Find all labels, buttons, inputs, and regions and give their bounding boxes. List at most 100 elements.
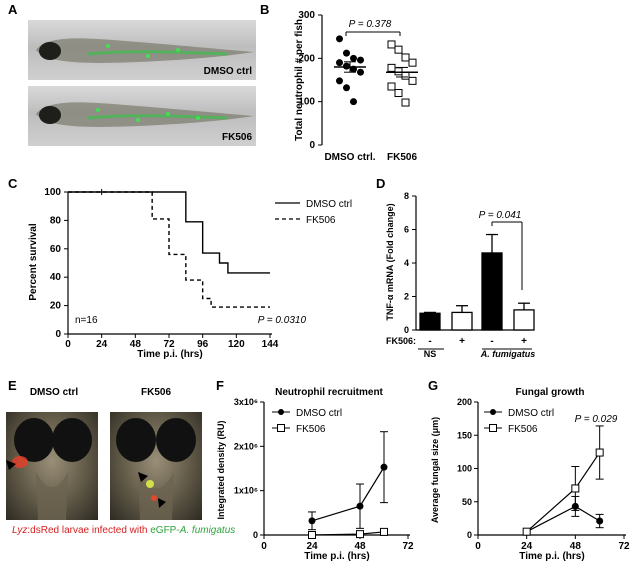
- f-point: [380, 527, 388, 536]
- d-sign-label: +: [459, 336, 465, 347]
- b-point: [387, 82, 396, 91]
- c-legend-dmso: DMSO ctrl: [306, 199, 352, 210]
- c-series-dmso: [68, 191, 270, 274]
- b-point: [357, 68, 364, 76]
- e-label-dmso: DMSO ctrl: [29, 387, 79, 398]
- b-point: [343, 84, 350, 92]
- f-ytick-label: 2x10⁶: [234, 441, 258, 451]
- panel-letter-f: F: [216, 378, 224, 393]
- d-bar: [513, 309, 535, 331]
- f-legend-dmso: DMSO ctrl: [296, 408, 342, 419]
- d-ytick-label: 0: [404, 325, 409, 335]
- b-point: [401, 98, 410, 107]
- label-dmso: DMSO ctrl: [203, 66, 252, 77]
- f-point: [380, 463, 388, 471]
- c-ytick-label: 80: [50, 215, 62, 226]
- f-legend-marker-dmso: [278, 409, 284, 415]
- d-sign-label: -: [428, 336, 431, 347]
- d-ytick-label: 4: [404, 258, 409, 268]
- c-n: n=16: [75, 315, 98, 326]
- g-point: [523, 528, 531, 536]
- g-ytick-label: 100: [457, 464, 472, 474]
- c-xtick-label: 72: [163, 339, 175, 350]
- d-sign-label: +: [521, 336, 527, 347]
- g-xtick-label: 72: [618, 541, 630, 552]
- g-xlabel: Time p.i. (hrs): [519, 551, 584, 562]
- d-ytick-label: 8: [404, 191, 409, 201]
- micrograph-dmso: DMSO ctrl: [28, 20, 256, 80]
- c-xtick-label: 48: [130, 339, 142, 350]
- b-point: [387, 63, 396, 72]
- g-xtick-label: 48: [570, 541, 582, 552]
- b-point: [408, 58, 417, 67]
- g-xtick-label: 24: [521, 541, 533, 552]
- micrograph-fk506: FK506: [28, 86, 256, 146]
- g-legend-marker-dmso: [490, 409, 496, 415]
- b-point: [350, 65, 357, 73]
- d-ylabel: TNF-α mRNA (Fold change): [385, 203, 395, 320]
- b-point: [350, 54, 357, 62]
- g-legend-dmso: DMSO ctrl: [508, 408, 554, 419]
- d-fk-label: FK506:: [386, 336, 416, 346]
- g-point: [522, 527, 531, 536]
- micrograph-e-fk506: [110, 412, 202, 520]
- label-fk506: FK506: [221, 132, 252, 143]
- d-sign-label: -: [490, 336, 493, 347]
- micrograph-e-dmso: [6, 412, 98, 520]
- b-point: [394, 45, 403, 54]
- c-xtick-label: 24: [96, 339, 108, 350]
- c-ytick-label: 0: [55, 329, 61, 340]
- g-ylabel: Average fungal size (μm): [430, 417, 440, 523]
- b-point: [401, 71, 410, 80]
- g-point: [571, 502, 579, 510]
- f-title: Neutrophil recruitment: [275, 387, 383, 398]
- g-xtick-label: 0: [475, 541, 481, 552]
- f-xtick-label: 72: [402, 541, 414, 552]
- d-ytick-label: 2: [404, 292, 409, 302]
- f-series-line: [311, 466, 385, 522]
- c-xtick-label: 96: [197, 339, 209, 350]
- d-ytick-label: 6: [404, 225, 409, 235]
- c-legend-fk506: FK506: [306, 215, 336, 226]
- f-point: [356, 502, 364, 510]
- c-ytick-label: 60: [50, 244, 62, 255]
- b-point: [336, 59, 343, 67]
- head-drawing-fk506: [116, 418, 196, 520]
- g-point: [595, 448, 604, 457]
- caption-dsred: :dsRed larvae infected with: [27, 525, 151, 536]
- f-ylabel: Integrated density (RU): [216, 420, 226, 519]
- b-point: [336, 35, 343, 43]
- f-xtick-label: 0: [261, 541, 267, 552]
- c-xlabel: Time p.i. (hrs): [137, 349, 202, 360]
- f-ytick-label: 1x10⁶: [234, 486, 258, 496]
- f-point: [308, 531, 316, 539]
- c-ytick-label: 40: [50, 272, 62, 283]
- f-ytick-label: 3x10⁶: [234, 397, 258, 407]
- head-drawing-dmso: [6, 418, 92, 520]
- g-legend-marker-fk506: [489, 424, 497, 432]
- caption-af: A. fumigatus: [179, 525, 236, 536]
- f-xtick-label: 24: [306, 541, 318, 552]
- g-ytick-label: 200: [457, 397, 472, 407]
- g-series-line: [526, 452, 601, 533]
- g-title: Fungal growth: [516, 387, 585, 398]
- d-bar: [419, 312, 441, 331]
- b-point: [408, 76, 417, 85]
- c-xtick-label: 144: [262, 339, 279, 350]
- f-legend-fk506: FK506: [296, 424, 326, 435]
- b-point: [394, 89, 403, 97]
- b-tick-label: 100: [298, 97, 315, 108]
- b-ylabel: Total neutrophil # per fish: [294, 19, 305, 141]
- f-series-line: [311, 531, 385, 536]
- b-point: [357, 56, 364, 64]
- c-xtick-label: 120: [228, 339, 245, 350]
- c-ytick-label: 20: [50, 301, 62, 312]
- g-ytick-label: 150: [457, 430, 472, 440]
- c-ylabel: Percent survival: [28, 223, 39, 300]
- f-ytick-label: 0: [253, 530, 258, 540]
- c-ytick-label: 100: [44, 187, 61, 198]
- panel-letter-c: C: [8, 176, 18, 191]
- d-bar: [481, 252, 503, 331]
- b-tick-label: 200: [298, 53, 315, 64]
- b-point: [401, 53, 410, 62]
